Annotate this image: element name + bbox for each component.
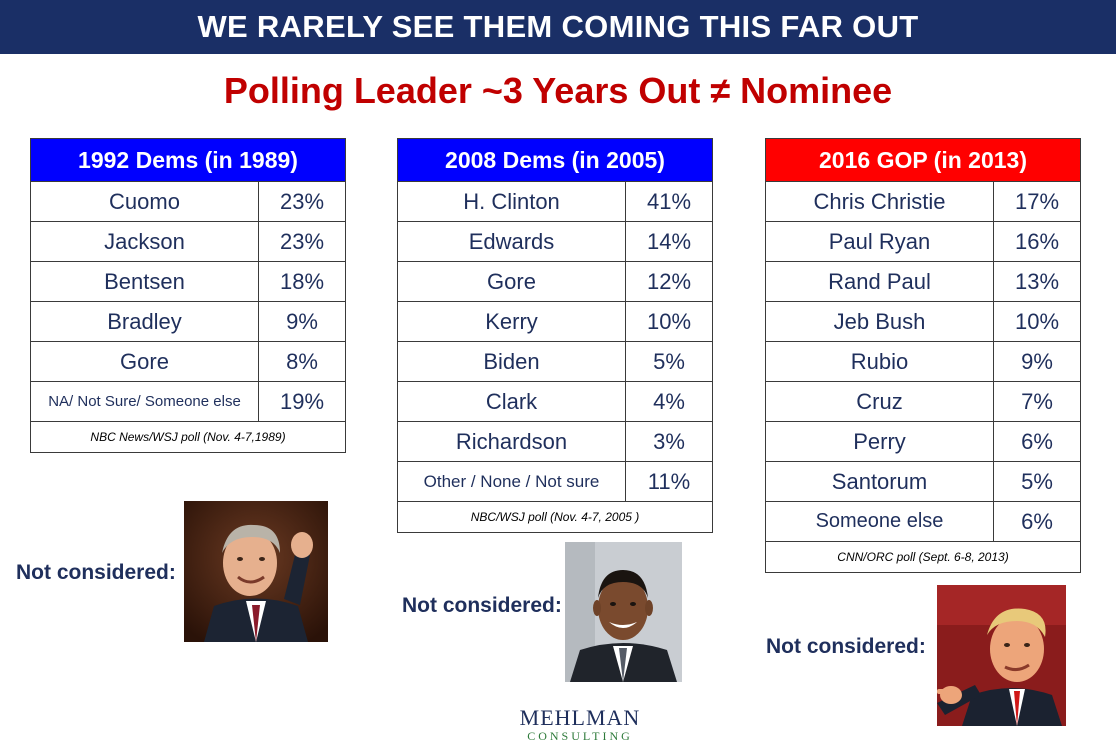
- top-banner: WE RARELY SEE THEM COMING THIS FAR OUT: [0, 0, 1116, 54]
- table-row: Gore 12%: [397, 261, 713, 302]
- candidate-name: Biden: [397, 341, 626, 382]
- candidate-pct: 19%: [258, 381, 346, 422]
- table-row: Clark 4%: [397, 381, 713, 422]
- candidate-name: Edwards: [397, 221, 626, 262]
- table-row: Rubio 9%: [765, 341, 1081, 382]
- candidate-name: Rubio: [765, 341, 994, 382]
- poll-table-2008-dems: 2008 Dems (in 2005) H. Clinton 41% Edward…: [397, 138, 713, 533]
- not-considered-label-2: Not considered:: [402, 594, 562, 617]
- poll-source: NBC/WSJ poll (Nov. 4-7, 2005 ): [397, 501, 713, 533]
- candidate-name: Gore: [30, 341, 259, 382]
- candidate-pct: 6%: [993, 501, 1081, 542]
- candidate-name: Clark: [397, 381, 626, 422]
- candidate-pct: 10%: [625, 301, 713, 342]
- candidate-name: Kerry: [397, 301, 626, 342]
- candidate-pct: 8%: [258, 341, 346, 382]
- poll-table-2016-gop: 2016 GOP (in 2013) Chris Christie 17% Pau…: [765, 138, 1081, 573]
- table-row: Bentsen 18%: [30, 261, 346, 302]
- table-row: Someone else 6%: [765, 501, 1081, 542]
- poll-source: NBC News/WSJ poll (Nov. 4-7,1989): [30, 421, 346, 453]
- candidate-name: Someone else: [765, 501, 994, 542]
- mehlman-consulting-logo: MEHLMAN CONSULTING: [500, 705, 660, 744]
- candidate-pct: 3%: [625, 421, 713, 462]
- table-row: Richardson 3%: [397, 421, 713, 462]
- candidate-name: Paul Ryan: [765, 221, 994, 262]
- candidate-pct: 23%: [258, 221, 346, 262]
- candidate-name: Chris Christie: [765, 181, 994, 222]
- table-row: H. Clinton 41%: [397, 181, 713, 222]
- candidate-name: Cruz: [765, 381, 994, 422]
- candidate-name: Rand Paul: [765, 261, 994, 302]
- candidate-photo-1: [184, 501, 328, 642]
- table-header: 2008 Dems (in 2005): [397, 138, 713, 182]
- candidate-pct: 5%: [625, 341, 713, 382]
- table-row: Bradley 9%: [30, 301, 346, 342]
- candidate-photo-3: [937, 585, 1066, 726]
- table-row: Gore 8%: [30, 341, 346, 382]
- candidate-pct: 7%: [993, 381, 1081, 422]
- candidate-name: Other / None / Not sure: [397, 461, 626, 502]
- logo-line-1: MEHLMAN: [519, 705, 641, 730]
- candidate-name: Richardson: [397, 421, 626, 462]
- table-row: Biden 5%: [397, 341, 713, 382]
- candidate-name: Gore: [397, 261, 626, 302]
- table-row: Other / None / Not sure 11%: [397, 461, 713, 502]
- poll-table-1992-dems: 1992 Dems (in 1989) Cuomo 23% Jackson 23% …: [30, 138, 346, 453]
- candidate-pct: 9%: [258, 301, 346, 342]
- table-row: Chris Christie 17%: [765, 181, 1081, 222]
- candidate-name: NA/ Not Sure/ Someone else: [30, 381, 259, 422]
- not-considered-label-3: Not considered:: [766, 635, 926, 658]
- candidate-name: Perry: [765, 421, 994, 462]
- not-considered-label-1: Not considered:: [16, 561, 176, 584]
- table-row: Perry 6%: [765, 421, 1081, 462]
- table-row: Cuomo 23%: [30, 181, 346, 222]
- table-row: Cruz 7%: [765, 381, 1081, 422]
- table-row: Kerry 10%: [397, 301, 713, 342]
- candidate-name: H. Clinton: [397, 181, 626, 222]
- banner-title: WE RARELY SEE THEM COMING THIS FAR OUT: [197, 9, 919, 44]
- candidate-pct: 18%: [258, 261, 346, 302]
- table-row: Rand Paul 13%: [765, 261, 1081, 302]
- table-row: Paul Ryan 16%: [765, 221, 1081, 262]
- candidate-photo-2: [565, 542, 682, 682]
- table-row: NA/ Not Sure/ Someone else 19%: [30, 381, 346, 422]
- candidate-name: Cuomo: [30, 181, 259, 222]
- candidate-name: Santorum: [765, 461, 994, 502]
- table-header: 2016 GOP (in 2013): [765, 138, 1081, 182]
- candidate-pct: 16%: [993, 221, 1081, 262]
- candidate-pct: 23%: [258, 181, 346, 222]
- candidate-pct: 5%: [993, 461, 1081, 502]
- candidate-pct: 14%: [625, 221, 713, 262]
- candidate-name: Jeb Bush: [765, 301, 994, 342]
- table-row: Edwards 14%: [397, 221, 713, 262]
- candidate-pct: 12%: [625, 261, 713, 302]
- candidate-name: Jackson: [30, 221, 259, 262]
- candidate-pct: 4%: [625, 381, 713, 422]
- table-row: Jeb Bush 10%: [765, 301, 1081, 342]
- slide-subtitle: Polling Leader ~3 Years Out ≠ Nominee: [223, 70, 893, 111]
- candidate-pct: 10%: [993, 301, 1081, 342]
- candidate-pct: 11%: [625, 461, 713, 502]
- candidate-name: Bradley: [30, 301, 259, 342]
- table-header: 1992 Dems (in 1989): [30, 138, 346, 182]
- candidate-pct: 17%: [993, 181, 1081, 222]
- candidate-pct: 6%: [993, 421, 1081, 462]
- candidate-pct: 9%: [993, 341, 1081, 382]
- poll-source: CNN/ORC poll (Sept. 6-8, 2013): [765, 541, 1081, 573]
- table-row: Santorum 5%: [765, 461, 1081, 502]
- logo-line-2: CONSULTING: [527, 729, 633, 743]
- table-row: Jackson 23%: [30, 221, 346, 262]
- candidate-pct: 41%: [625, 181, 713, 222]
- candidate-name: Bentsen: [30, 261, 259, 302]
- candidate-pct: 13%: [993, 261, 1081, 302]
